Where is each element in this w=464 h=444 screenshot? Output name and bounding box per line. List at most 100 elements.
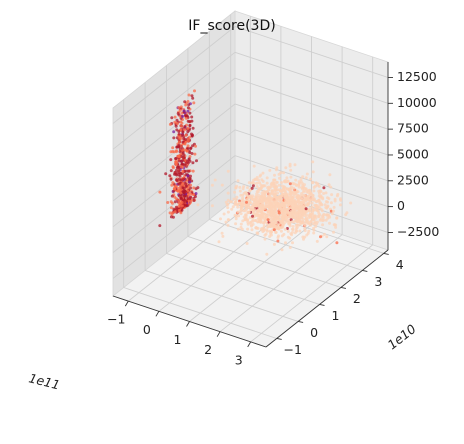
z-gridline-side [112,155,236,253]
scatter-point [249,223,253,227]
scatter-point [302,210,306,214]
scatter-point [281,193,285,196]
scatter-point [261,198,265,202]
scatter-point [187,103,191,107]
scatter-point [226,169,230,173]
scatter-point [269,230,273,234]
scatter-point [188,197,192,201]
scatter-point [173,115,177,119]
scatter-point [171,211,174,215]
scatter-point [182,148,186,152]
scatter-point [254,197,258,201]
y-tick-label: 3 [374,274,382,289]
scatter-point [334,223,338,227]
scatter-point [228,200,232,204]
scatter-point [308,192,312,196]
scatter-point [271,198,275,202]
scatter-point [170,116,174,120]
scatter-point [256,210,260,214]
scatter-point [304,199,308,203]
x-tick-mark [186,321,190,327]
scatter-point [328,221,331,225]
scatter-point [179,105,183,109]
scatter-point [254,219,258,223]
scatter-point [260,216,264,220]
scatter-point [307,229,311,233]
scatter-point [290,220,294,224]
scatter-point [179,196,183,200]
scatter-point [226,223,230,227]
scatter-point [274,188,278,192]
scatter-point [260,178,264,182]
scatter-point [287,215,291,219]
scatter-point [308,199,312,203]
scatter-point [260,208,264,212]
y-tick-mark [298,321,304,323]
scatter-point [191,144,195,148]
scatter-point [294,178,298,182]
scatter-point [264,214,268,218]
scatter-point [172,136,176,140]
scatter-point [287,207,291,211]
scatter-point [286,210,290,214]
scatter-point [305,172,309,176]
scatter-point [274,195,277,199]
scatter-point [291,241,294,245]
scatter-point [297,183,301,187]
scatter-point [181,177,185,181]
scatter-point [234,200,238,204]
axis-ticks: −10123−101234−25000250050007500100001250… [107,62,439,367]
scatter-point [177,140,181,144]
scatter-point [177,199,181,203]
scatter-point [254,178,258,181]
scatter-point [268,203,271,207]
x-tick-label: 0 [143,322,151,337]
z-tick-label: 0 [397,198,405,213]
scatter-point [282,171,286,175]
scatter-point [288,182,292,186]
scatter-point [283,210,287,214]
scatter-point [170,194,174,198]
scatter-point [169,158,173,162]
scatter-point [304,197,308,201]
scatter-point [171,146,175,150]
scatter-point [177,177,181,181]
scatter-point [297,197,301,201]
scatter-point [158,224,162,228]
scatter-point [279,229,283,233]
scatter-point [334,225,338,229]
scatter-point [299,209,303,212]
scatter-point [290,233,294,237]
y-tick-mark [383,252,389,255]
x-tick-label: 2 [204,342,212,357]
scatter-point [327,183,331,187]
scatter-point [243,209,247,213]
scatter-point [261,171,265,175]
scatter-point [292,182,296,186]
scatter-point [172,187,176,191]
z-gridline-side [112,129,236,228]
scatter-point [250,228,254,232]
scatter-point [194,187,198,191]
scatter-point [239,202,243,206]
scatter-point [184,114,188,118]
scatter-point [301,214,305,218]
scatter-point [237,214,241,218]
scatter-point [254,226,258,230]
scatter-point [261,195,265,199]
scatter-point [246,211,250,214]
scatter-point [294,202,298,206]
scatter-point [179,159,183,163]
x-tick-label: −1 [107,312,125,327]
scatter-point [246,220,250,224]
scatter-point [269,208,273,212]
scatter-point [286,179,290,183]
scatter-point [301,217,305,221]
scatter-point [182,109,186,113]
scatter-point [288,188,291,192]
scatter-point [170,183,174,187]
x-tick-mark [124,300,129,307]
scatter-point [297,202,301,205]
y-tick-label: 2 [353,291,361,306]
scatter-point [189,192,193,196]
